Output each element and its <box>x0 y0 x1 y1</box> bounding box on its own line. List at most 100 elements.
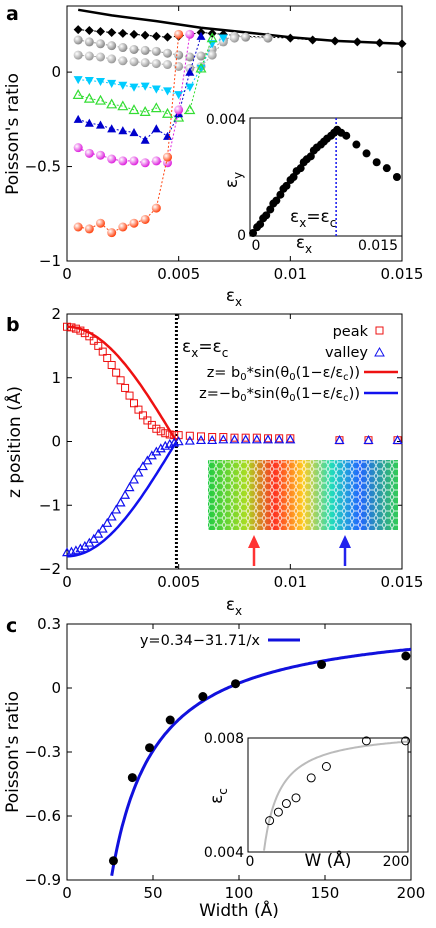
data-point <box>196 31 206 40</box>
data-point <box>73 143 83 153</box>
data-point <box>174 50 184 60</box>
data-point <box>118 81 128 90</box>
panel-c: c −0.9 −0.6 −0.3 0 0.3 0 50 100 150 200 y=0.34−3… <box>3 615 425 921</box>
data-point <box>83 92 95 103</box>
data-point <box>76 326 85 335</box>
data-point <box>94 94 107 105</box>
y-tick-label: 2 <box>51 305 61 323</box>
data-point <box>401 736 411 746</box>
panel-a: a −1 −0.5 0 0 0.005 0.01 0.015 Poisson's rati… <box>3 3 423 309</box>
inset-c-xtick-200: 200 <box>383 854 410 870</box>
data-point <box>107 41 117 51</box>
data-point <box>198 692 208 702</box>
data-point <box>137 461 148 471</box>
data-point <box>249 229 258 238</box>
y-axis-label-c: Poisson's ratio <box>3 691 23 813</box>
valley-arrow <box>339 535 351 566</box>
data-point <box>96 27 105 36</box>
data-point <box>129 44 139 54</box>
data-point <box>207 50 217 60</box>
data-point <box>163 131 172 140</box>
data-point <box>266 205 275 214</box>
y-tick-label: 1 <box>51 369 61 387</box>
data-point <box>96 120 105 129</box>
data-point <box>308 35 318 45</box>
inset-a-points <box>249 125 401 238</box>
data-point <box>397 39 407 49</box>
data-point <box>71 324 80 333</box>
legend-c: y=0.34−31.71/x <box>140 633 300 649</box>
x-axis-label-a: εx <box>226 286 242 309</box>
data-point <box>401 651 411 661</box>
x-tick-label: 50 <box>143 884 162 902</box>
series-group-b <box>61 322 403 557</box>
data-point <box>219 433 228 442</box>
data-point <box>330 36 340 46</box>
data-point <box>152 424 161 433</box>
data-point <box>252 433 261 442</box>
data-point <box>89 336 98 345</box>
data-point <box>134 405 143 414</box>
y-tick-label: −1 <box>39 496 61 514</box>
critical-annotation-b: εx=εc <box>182 337 228 360</box>
data-point <box>94 341 103 350</box>
panel-label-a: a <box>6 3 19 25</box>
data-point <box>84 26 94 36</box>
data-point <box>185 52 195 62</box>
data-point <box>118 43 128 53</box>
data-point <box>207 434 218 445</box>
data-point <box>206 32 218 43</box>
data-point <box>128 474 140 484</box>
data-point <box>129 128 139 137</box>
data-point <box>296 164 305 173</box>
data-point <box>230 433 239 442</box>
data-point <box>118 28 128 38</box>
data-point <box>116 376 125 385</box>
fit-curve-c <box>110 647 412 876</box>
data-point <box>133 467 144 477</box>
data-point <box>256 220 265 229</box>
data-point <box>107 361 116 369</box>
x-ticks-b: 0 0.005 0.01 0.015 <box>62 314 423 591</box>
data-point <box>174 105 184 115</box>
data-point <box>140 214 150 224</box>
data-point <box>85 332 94 341</box>
data-point <box>174 29 184 39</box>
data-point <box>173 436 184 446</box>
data-point <box>163 48 172 58</box>
data-point <box>161 429 170 438</box>
x-ticks-a: 0 0.005 0.01 0.015 <box>62 6 423 283</box>
data-point <box>120 489 131 499</box>
data-point <box>129 218 139 228</box>
inset-a-xtick-0: 0 <box>252 238 261 254</box>
inset-a-ytick-0: 0 <box>237 228 246 244</box>
data-point <box>282 181 291 190</box>
data-point <box>184 104 196 115</box>
data-point <box>151 31 161 41</box>
data-point <box>118 222 128 232</box>
series-connector <box>78 34 180 234</box>
peak-arrow <box>248 535 260 566</box>
data-point <box>140 135 150 144</box>
inset-a: 0.004 0 0 0.015 εy εx εx=εc <box>206 112 403 256</box>
y-tick-label: −0.9 <box>25 871 61 889</box>
legend-fit-valley-label: z=−b0*sin(θ0(1−ε/εc)) <box>199 386 360 404</box>
x-tick-label: 0.005 <box>157 573 200 591</box>
y-tick-label: 0.3 <box>37 615 61 633</box>
data-point <box>73 35 83 45</box>
data-point <box>124 482 135 492</box>
data-point <box>84 118 94 127</box>
series-connector <box>78 37 213 118</box>
data-point <box>107 154 117 164</box>
x-tick-label: 150 <box>311 884 340 902</box>
data-point <box>118 156 128 166</box>
y-axis-label-b: z position (Å) <box>3 386 25 498</box>
data-point <box>140 45 150 55</box>
data-point <box>151 156 161 166</box>
panel-label-c: c <box>6 615 17 637</box>
data-point <box>151 124 161 133</box>
data-point <box>107 228 117 238</box>
data-point <box>117 100 129 111</box>
series-connector <box>78 36 202 141</box>
data-point <box>143 416 152 425</box>
